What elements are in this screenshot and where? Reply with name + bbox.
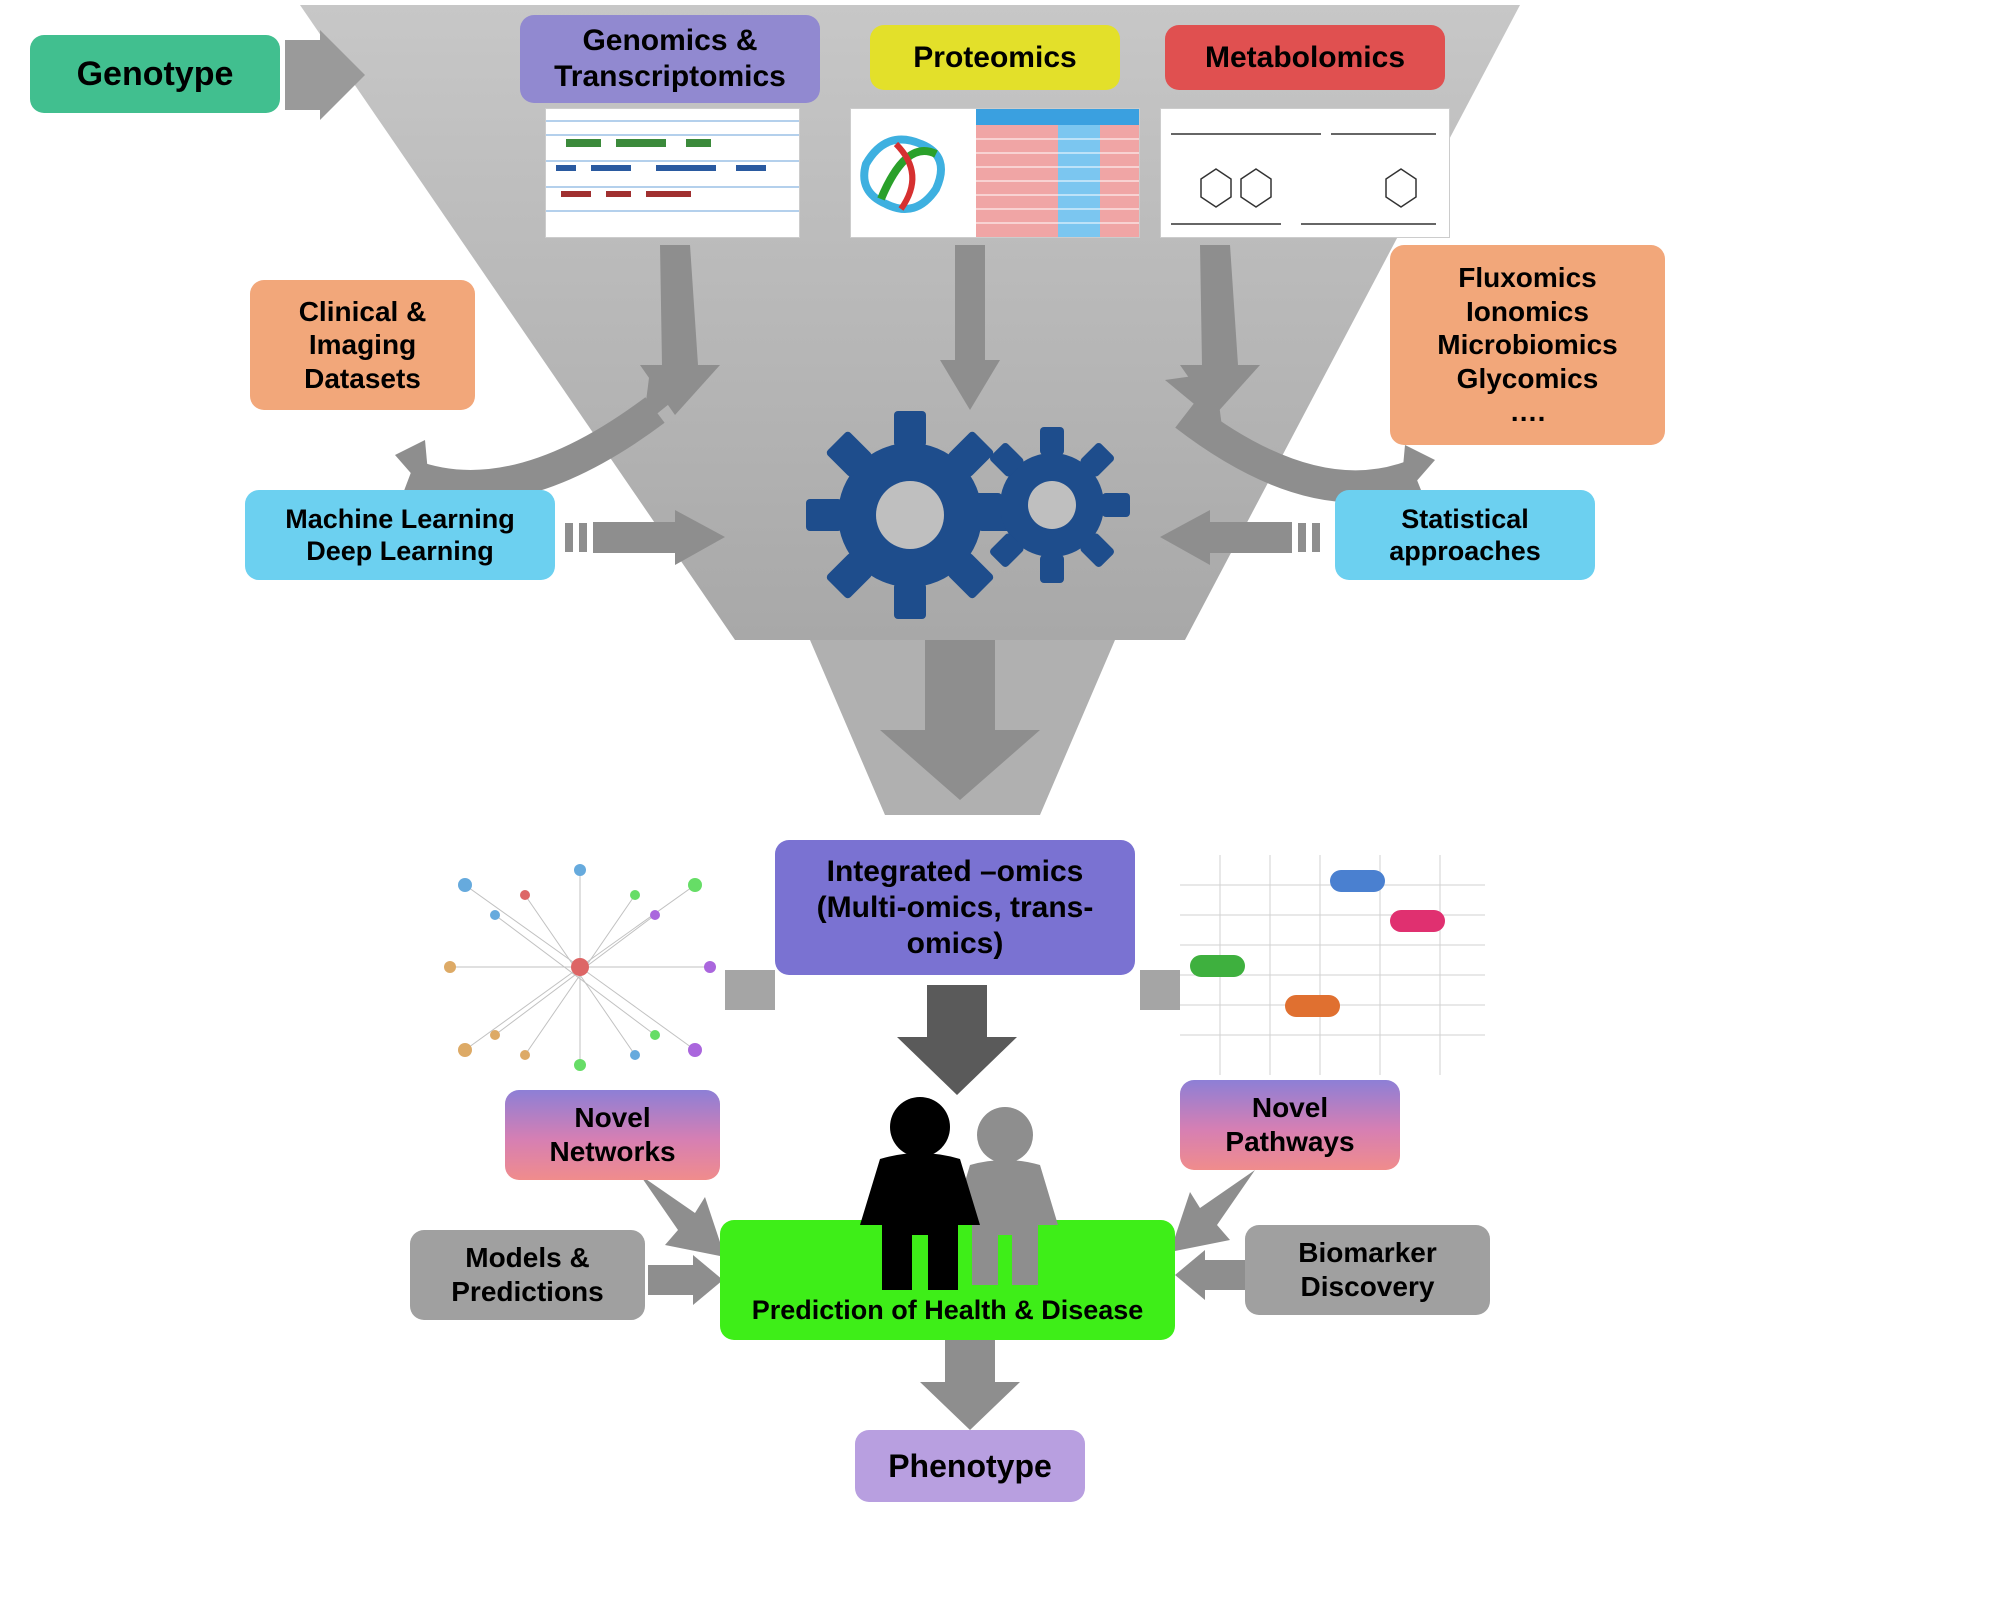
- arrow-genotype: [285, 30, 365, 120]
- integrated-box: Integrated –omics (Multi-omics, trans- o…: [775, 840, 1135, 975]
- pathway-thumbnail: [1180, 855, 1485, 1075]
- metabolomics-box: Metabolomics: [1165, 25, 1445, 90]
- arrow-models-right: [648, 1255, 723, 1305]
- clinical-box: Clinical & Imaging Datasets: [250, 280, 475, 410]
- stats-box: Statistical approaches: [1335, 490, 1595, 580]
- phenotype-box: Phenotype: [855, 1430, 1085, 1502]
- ml-box: Machine Learning Deep Learning: [245, 490, 555, 580]
- proteomics-thumbnail: [850, 108, 1140, 238]
- novel-pathways-box: Novel Pathways: [1180, 1080, 1400, 1170]
- gears-icon: [800, 390, 1140, 655]
- novel-networks-box: Novel Networks: [505, 1090, 720, 1180]
- arrow-ml-in: [565, 510, 725, 565]
- arrow-integrated-down: [897, 985, 1017, 1095]
- genomics-box: Genomics & Transcriptomics: [520, 15, 820, 103]
- models-box: Models & Predictions: [410, 1230, 645, 1320]
- people-icon: [855, 1095, 1075, 1300]
- biomarker-box: Biomarker Discovery: [1245, 1225, 1490, 1315]
- arrow-gears-down: [880, 640, 1040, 800]
- network-thumbnail: [435, 855, 725, 1080]
- genomics-thumbnail: [545, 108, 800, 238]
- arrow-biomarker-left: [1175, 1250, 1250, 1300]
- arrow-prediction-down: [920, 1340, 1020, 1430]
- arrow-stats-in: [1160, 510, 1320, 565]
- proteomics-box: Proteomics: [870, 25, 1120, 90]
- arrow-proteomics-down: [940, 245, 1000, 410]
- genotype-box: Genotype: [30, 35, 280, 113]
- metabolomics-thumbnail: [1160, 108, 1450, 238]
- fluxomics-box: Fluxomics Ionomics Microbiomics Glycomic…: [1390, 245, 1665, 445]
